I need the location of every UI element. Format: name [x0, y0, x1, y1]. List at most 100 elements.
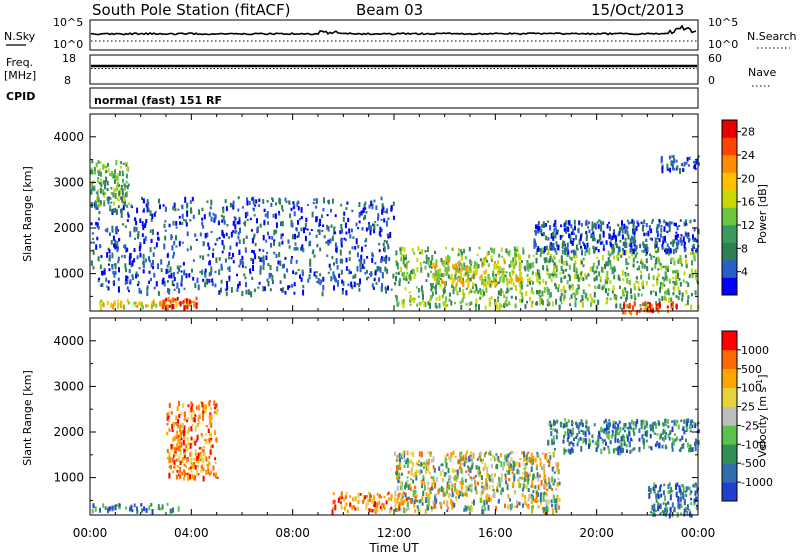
echo-cell [186, 231, 189, 237]
echo-cell [587, 225, 590, 229]
echo-cell [409, 295, 412, 300]
echo-cell [551, 273, 554, 276]
echo-cell [633, 286, 636, 291]
echo-cell [575, 254, 578, 259]
echo-cell [135, 273, 138, 279]
echo-cell [531, 458, 534, 465]
echo-cell [199, 458, 202, 462]
echo-cell [124, 202, 127, 207]
echo-cell [429, 487, 432, 492]
echo-cell [651, 424, 654, 430]
echo-cell [575, 436, 578, 439]
echo-cell [432, 262, 435, 268]
echo-cell [539, 300, 542, 304]
echo-cell [652, 284, 655, 287]
echo-cell [99, 507, 101, 513]
echo-cell [172, 454, 175, 458]
echo-cell [499, 278, 502, 281]
echo-cell [352, 497, 354, 502]
echo-cell [220, 287, 222, 293]
echo-cell [543, 507, 546, 512]
echo-cell [407, 496, 410, 500]
echo-cell [149, 229, 152, 233]
echo-cell [440, 257, 443, 263]
echo-cell [685, 289, 688, 295]
echo-cell [381, 272, 384, 276]
echo-cell [164, 235, 167, 241]
echo-cell [137, 280, 140, 285]
echo-cell [678, 449, 681, 452]
echo-cell [525, 463, 528, 466]
echo-cell [432, 500, 435, 504]
echo-cell [146, 206, 149, 213]
echo-cell [96, 236, 99, 241]
echo-cell [108, 268, 111, 272]
echo-cell [664, 273, 667, 278]
echo-cell [674, 274, 677, 281]
echo-cell [138, 287, 141, 294]
echo-cell [256, 218, 258, 224]
echo-cell [434, 270, 437, 276]
echo-cell [473, 264, 476, 269]
echo-cell [693, 503, 696, 506]
echo-cell [179, 427, 181, 431]
echo-cell [574, 273, 576, 279]
echo-cell [366, 256, 369, 259]
echo-cell [395, 465, 398, 468]
echo-cell [537, 484, 540, 491]
echo-cell [662, 236, 665, 241]
echo-cell [361, 227, 364, 231]
echo-cell [166, 287, 169, 293]
echo-cell [282, 264, 284, 269]
echo-cell [669, 495, 672, 501]
echo-cell [172, 255, 175, 259]
echo-cell [117, 246, 119, 250]
echo-cell [367, 491, 370, 495]
echo-cell [642, 419, 645, 425]
echo-cell [638, 447, 641, 453]
echo-cell [501, 488, 504, 491]
echo-cell [294, 242, 297, 246]
echo-cell [92, 266, 95, 270]
echo-cell [628, 422, 631, 425]
echo-cell [309, 258, 312, 265]
echo-cell [403, 254, 405, 261]
echo-cell [431, 482, 434, 489]
echo-cell [368, 497, 371, 502]
echo-cell [593, 277, 596, 282]
echo-cell [349, 234, 352, 239]
echo-cell [558, 481, 561, 486]
echo-cell [470, 451, 473, 456]
echo-cell [201, 217, 204, 221]
echo-cell [433, 480, 435, 485]
echo-cell [548, 465, 550, 467]
echo-cell [349, 502, 352, 507]
echo-cell [551, 466, 554, 472]
echo-cell [551, 245, 554, 251]
echo-cell [546, 509, 548, 515]
echo-cell [378, 242, 381, 246]
echo-cell [304, 235, 307, 242]
echo-cell [159, 507, 162, 511]
echo-cell [548, 273, 551, 279]
echo-cell [580, 270, 583, 274]
echo-cell [184, 456, 187, 461]
echo-cell [653, 421, 656, 426]
echo-cell [122, 204, 125, 211]
echo-cell [262, 286, 265, 292]
echo-cell [673, 433, 676, 436]
echo-cell [564, 269, 567, 272]
echo-cell [582, 241, 585, 244]
echo-cell [141, 508, 144, 513]
echo-cell [536, 472, 539, 478]
echo-cell [607, 447, 610, 450]
echo-cell [515, 461, 518, 467]
echo-cell [313, 271, 316, 277]
echo-cell [567, 433, 570, 439]
echo-cell [542, 231, 545, 237]
echo-cell [487, 504, 490, 511]
echo-cell [319, 218, 322, 224]
echo-cell [484, 305, 487, 310]
echo-cell [333, 499, 336, 504]
echo-cell [543, 287, 546, 293]
